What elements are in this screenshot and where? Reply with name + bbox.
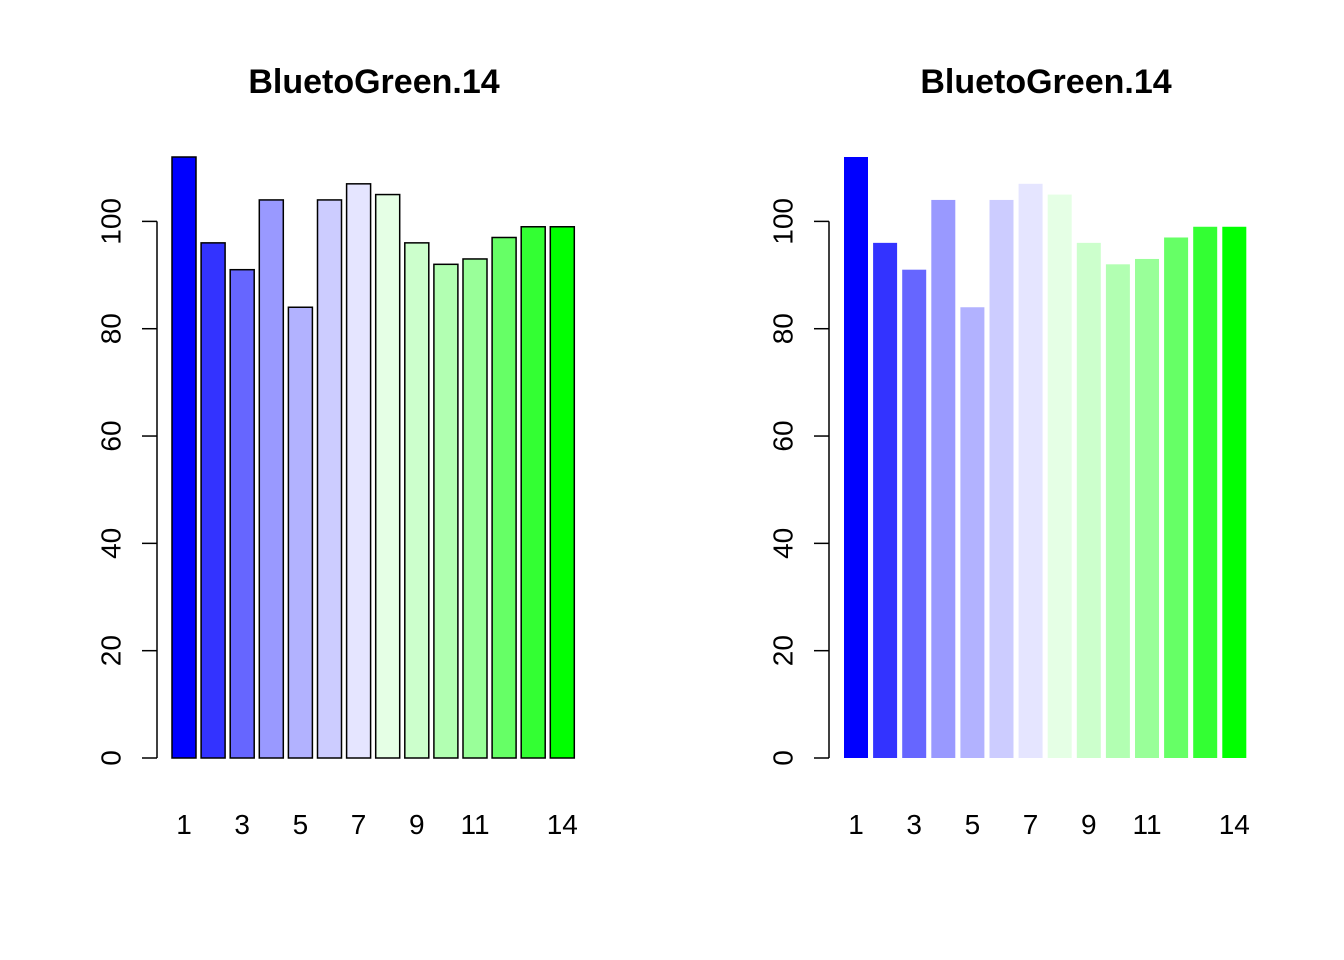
bar: [229, 268, 255, 759]
x-tick-label: 1: [176, 809, 192, 840]
bar: [960, 307, 985, 758]
y-tick-label: 80: [768, 313, 799, 344]
y-tick-label: 60: [96, 420, 127, 451]
x-tick-label: 3: [906, 809, 922, 840]
x-tick-label: 9: [409, 809, 425, 840]
y-tick-label: 20: [96, 635, 127, 666]
bar: [931, 199, 956, 758]
y-tick-label: 0: [768, 750, 799, 766]
bar: [1164, 237, 1189, 759]
bar: [200, 242, 226, 759]
y-tick-label: 80: [96, 313, 127, 344]
bar: [1105, 264, 1130, 758]
x-tick-labels: 1 3 5 7 9 11 14: [848, 809, 1250, 840]
bar: [1076, 242, 1101, 759]
x-tick-label: 1: [848, 809, 864, 840]
x-tick-label: 7: [351, 809, 367, 840]
bars-group: [844, 157, 1247, 759]
x-tick-label: 9: [1081, 809, 1097, 840]
bars-group: [171, 156, 576, 759]
x-tick-label: 11: [1132, 809, 1161, 840]
y-tick-label: 20: [768, 635, 799, 666]
bar: [902, 269, 927, 758]
bar: [1222, 226, 1247, 758]
bar: [549, 226, 576, 759]
bar: [491, 236, 517, 759]
y-tick-label: 100: [96, 198, 127, 245]
bar: [316, 199, 343, 759]
x-tick-labels: 1 3 5 7 9 11 14: [176, 809, 578, 840]
bar: [287, 306, 314, 759]
x-tick-label: 3: [234, 809, 250, 840]
x-tick-label: 5: [293, 809, 309, 840]
y-tick-label: 100: [768, 198, 799, 245]
x-tick-label: 5: [965, 809, 981, 840]
bar: [258, 199, 285, 759]
bar: [404, 242, 430, 759]
bar: [873, 242, 898, 759]
bar: [374, 193, 401, 759]
bar: [844, 157, 868, 758]
chart-title: BluetoGreen.14: [920, 63, 1171, 101]
y-tick-label: 0: [96, 750, 127, 766]
x-tick-label: 14: [1219, 809, 1250, 840]
x-tick-label: 14: [547, 809, 578, 840]
y-tick-label: 40: [768, 528, 799, 559]
chart-panel-left: BluetoGreen.14 0 20 40 60 80 100 1 3 5 7 9 11 14: [96, 63, 578, 840]
bar: [1018, 183, 1043, 758]
bar: [1193, 226, 1218, 758]
bar: [1047, 194, 1072, 758]
x-tick-label: 11: [460, 809, 489, 840]
bar: [1135, 258, 1159, 758]
y-axis: 0 20 40 60 80 100: [768, 198, 830, 766]
chart-panel-right: BluetoGreen.14 0 20 40 60 80 100 1 3 5 7 9 11 14: [768, 63, 1250, 840]
bar: [433, 263, 459, 759]
bar: [520, 226, 546, 759]
chart-title: BluetoGreen.14: [248, 63, 499, 101]
y-tick-label: 60: [768, 420, 799, 451]
x-tick-label: 7: [1023, 809, 1039, 840]
bar: [171, 156, 197, 759]
y-tick-label: 40: [96, 528, 127, 559]
y-axis: 0 20 40 60 80 100: [96, 198, 158, 766]
bar: [345, 183, 372, 759]
bar: [989, 199, 1014, 758]
bar: [462, 258, 488, 759]
